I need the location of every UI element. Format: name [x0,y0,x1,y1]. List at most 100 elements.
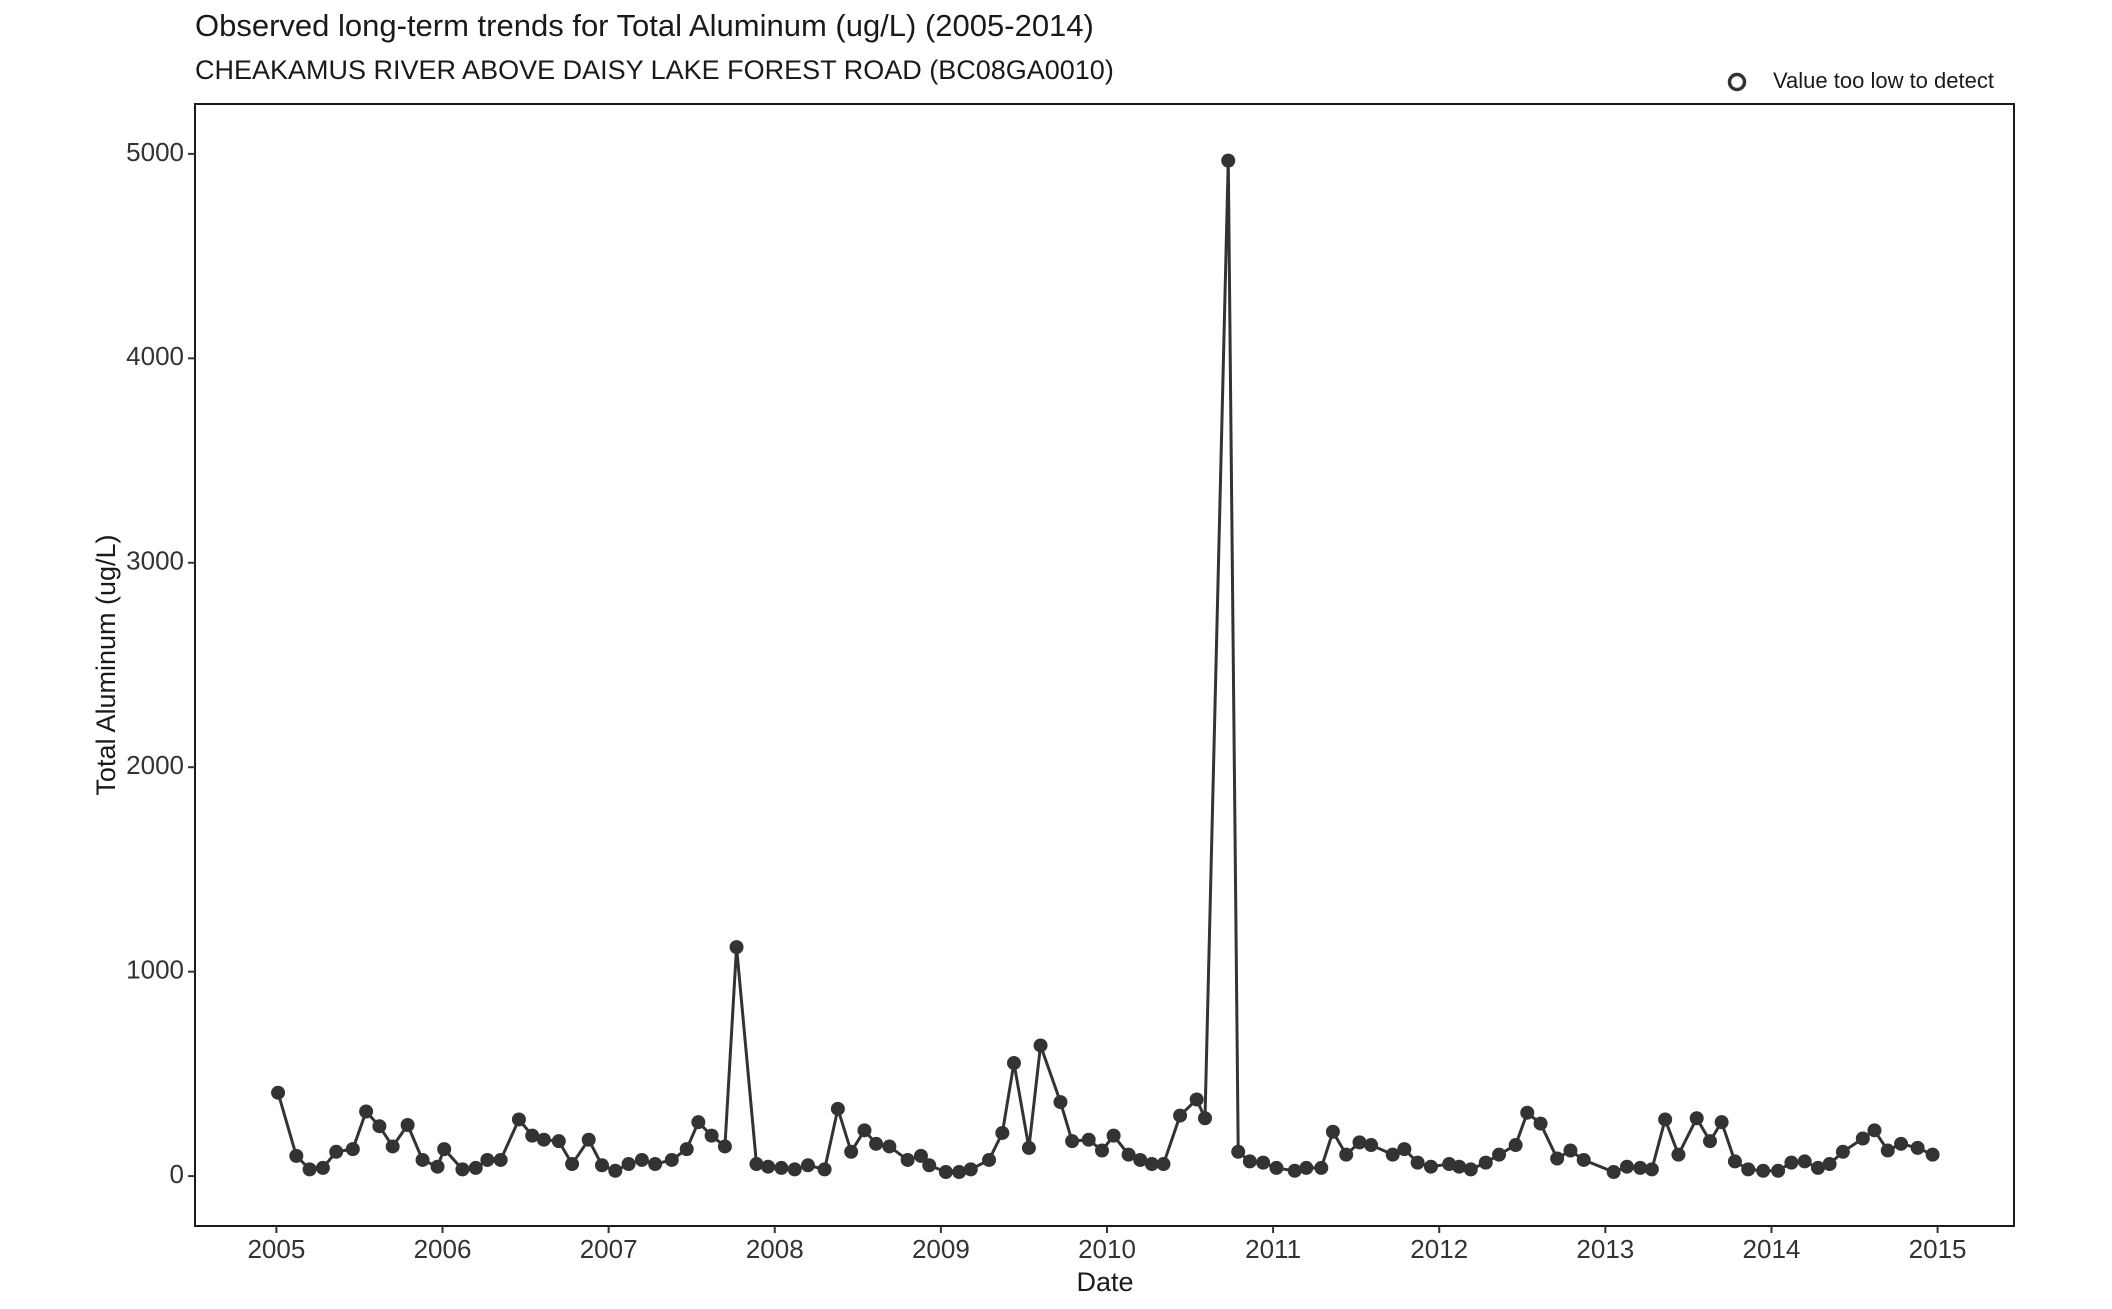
data-point [982,1152,997,1167]
data-point [857,1123,872,1138]
data-point [1784,1155,1799,1170]
y-axis-label: Total Aluminum (ug/L) [91,534,121,795]
data-point [415,1152,430,1167]
data-point [1563,1143,1578,1158]
data-point [1287,1163,1302,1178]
data-point [1478,1155,1493,1170]
data-point [302,1162,317,1177]
data-point [1550,1151,1565,1166]
data-point [551,1134,566,1149]
y-tick-label: 1000 [126,955,184,985]
data-point [359,1104,374,1119]
data-point [817,1162,832,1177]
x-tick-label: 2007 [580,1234,638,1264]
data-point [664,1152,679,1167]
data-point [1756,1163,1771,1178]
data-point [1520,1105,1535,1120]
data-point [1463,1162,1478,1177]
data-point [430,1159,445,1174]
data-point [1714,1115,1729,1130]
x-tick-label: 2009 [912,1234,970,1264]
data-point [704,1128,719,1143]
data-point [480,1152,495,1167]
data-point [1189,1092,1204,1107]
data-point [1822,1157,1837,1172]
data-point [608,1163,623,1178]
y-tick-label: 3000 [126,546,184,576]
data-point [1053,1095,1068,1110]
data-point [1173,1108,1188,1123]
data-point [882,1139,897,1154]
x-tick-label: 2005 [247,1234,305,1264]
data-point [1771,1163,1786,1178]
data-point [1452,1159,1467,1174]
data-point [1081,1132,1096,1147]
data-point [594,1158,609,1173]
data-point [844,1144,859,1159]
data-point [1242,1154,1257,1169]
y-tick-label: 4000 [126,341,184,371]
data-point [565,1157,580,1172]
data-point [1269,1160,1284,1175]
data-point [1867,1123,1882,1138]
data-point [1741,1162,1756,1177]
data-point [913,1148,928,1163]
data-point [1855,1131,1870,1146]
data-point [1633,1160,1648,1175]
data-point [372,1119,387,1134]
data-point [1727,1154,1742,1169]
data-point [468,1160,483,1175]
data-point [1198,1111,1213,1126]
data-point [455,1162,470,1177]
data-point [717,1139,732,1154]
data-point [271,1085,286,1100]
data-point [1121,1147,1136,1162]
data-point [1894,1136,1909,1151]
data-point [1231,1144,1246,1159]
data-point [1671,1147,1686,1162]
data-point [1397,1142,1412,1157]
data-point [787,1162,802,1177]
data-point [1133,1152,1148,1167]
data-point [1156,1157,1171,1172]
x-tick-label: 2008 [746,1234,804,1264]
data-point [1689,1111,1704,1126]
data-point [1606,1165,1621,1180]
data-point [1006,1056,1021,1071]
data-point [761,1159,776,1174]
plot-border [194,103,2015,1227]
data-point [385,1139,400,1154]
data-point [729,940,744,955]
data-point [1410,1155,1425,1170]
data-point [289,1148,304,1163]
data-point [963,1162,978,1177]
data-point [1314,1160,1329,1175]
legend-marker [1727,72,1747,92]
x-tick-label: 2015 [1909,1234,1967,1264]
data-point [1065,1134,1080,1149]
data-point [1339,1147,1354,1162]
y-tick-label: 2000 [126,750,184,780]
chart-subtitle: CHEAKAMUS RIVER ABOVE DAISY LAKE FOREST … [195,55,1114,85]
x-tick-label: 2012 [1410,1234,1468,1264]
data-point [1352,1135,1367,1150]
data-point [1880,1143,1895,1158]
data-point [345,1142,360,1157]
data-point [581,1132,596,1147]
x-tick-label: 2010 [1078,1234,1136,1264]
data-point [800,1158,815,1173]
data-point [1021,1140,1036,1155]
data-point [1810,1160,1825,1175]
data-point [1533,1116,1548,1131]
data-point [869,1136,884,1151]
series-line [276,160,1934,1174]
data-point [1644,1162,1659,1177]
data-point [525,1128,540,1143]
data-point [511,1112,526,1127]
data-point [1325,1124,1340,1139]
data-point [995,1125,1010,1140]
data-point [1364,1138,1379,1153]
data-point [437,1142,452,1157]
x-tick-label: 2006 [414,1234,472,1264]
